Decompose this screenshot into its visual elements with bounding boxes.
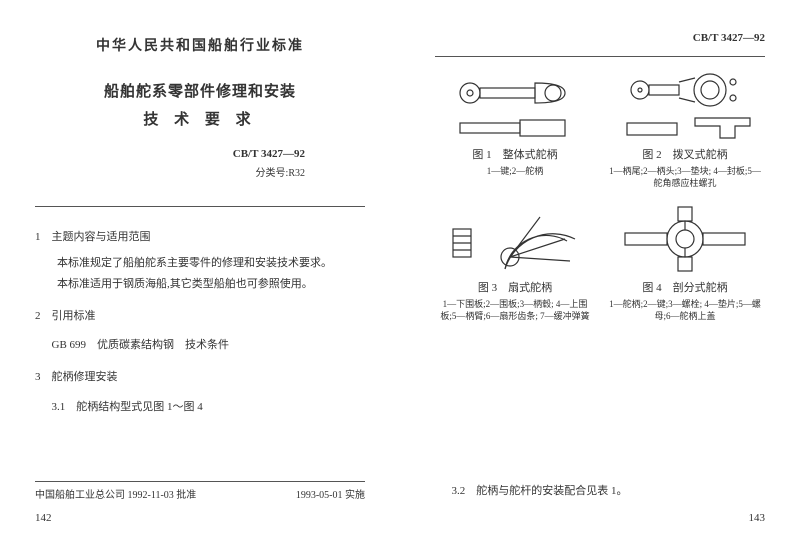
footer: 中国船舶工业总公司 1992-11-03 批准 1993-05-01 实施	[35, 481, 365, 504]
section-2-head: 2 引用标准	[35, 308, 365, 326]
figure-1-sub: 1—键;2—舵柄	[435, 166, 595, 178]
figure-4-sub: 1—舵柄;2—键;3—螺栓; 4—垫片;5—螺母;6—舵柄上盖	[605, 299, 765, 322]
figure-3: 图 3 扇式舵柄 1—下围板;2—围板;3—柄毂; 4—上围板;5—柄臂;6—扇…	[435, 200, 595, 329]
figure-1-caption: 图 1 整体式舵柄	[435, 147, 595, 165]
page-number-left: 142	[35, 510, 365, 528]
figure-1: 图 1 整体式舵柄 1—键;2—舵柄	[435, 67, 595, 196]
section-1-para-2: 本标准适用于钢质海船,其它类型船舶也可参照使用。	[35, 276, 365, 294]
figure-row-2: 图 3 扇式舵柄 1—下围板;2—围板;3—柄毂; 4—上围板;5—柄臂;6—扇…	[435, 200, 765, 329]
header-code: CB/T 3427—92	[435, 30, 765, 48]
section-1-head: 1 主题内容与适用范围	[35, 229, 365, 247]
doc-code: CB/T 3427—92	[35, 146, 365, 164]
figure-3-sub: 1—下围板;2—围板;3—柄毂; 4—上围板;5—柄臂;6—扇形齿条; 7—缓冲…	[435, 299, 595, 322]
figure-3-drawing	[435, 200, 595, 278]
figure-4-caption: 图 4 剖分式舵柄	[605, 280, 765, 298]
page-number-right: 143	[435, 510, 765, 528]
doc-title: 船舶舵系零部件修理和安装	[35, 80, 365, 104]
figure-2: 图 2 拨叉式舵柄 1—柄尾;2—柄头;3—垫块; 4—封板;5—舵角感应柱螺孔	[605, 67, 765, 196]
figure-4: 图 4 剖分式舵柄 1—舵柄;2—键;3—螺栓; 4—垫片;5—螺母;6—舵柄上…	[605, 200, 765, 329]
page-left: 中华人民共和国船舶行业标准 船舶舵系零部件修理和安装 技 术 要 求 CB/T …	[0, 0, 400, 548]
figure-4-drawing	[605, 200, 765, 278]
doc-subtitle: 技 术 要 求	[35, 108, 365, 132]
figure-2-caption: 图 2 拨叉式舵柄	[605, 147, 765, 165]
section-3-2: 3.2 舵柄与舵杆的安装配合见表 1。	[435, 483, 765, 501]
figure-2-sub: 1—柄尾;2—柄头;3—垫块; 4—封板;5—舵角感应柱螺孔	[605, 166, 765, 189]
figure-row-1: 图 1 整体式舵柄 1—键;2—舵柄	[435, 67, 765, 196]
divider	[435, 56, 765, 57]
figure-2-drawing	[605, 67, 765, 145]
footer-effective: 1993-05-01 实施	[296, 488, 365, 504]
page-right: CB/T 3427—92	[400, 0, 800, 548]
divider	[35, 206, 365, 207]
section-3-head: 3 舵柄修理安装	[35, 369, 365, 387]
figure-3-caption: 图 3 扇式舵柄	[435, 280, 595, 298]
figures-area: 图 1 整体式舵柄 1—键;2—舵柄	[435, 67, 765, 505]
section-3-para-1: 3.1 舵柄结构型式见图 1～图 4	[35, 399, 365, 417]
section-1-para-1: 本标准规定了船舶舵系主要零件的修理和安装技术要求。	[35, 255, 365, 273]
figure-1-drawing	[435, 67, 595, 145]
doc-class: 分类号:R32	[35, 166, 365, 182]
org-title: 中华人民共和国船舶行业标准	[35, 36, 365, 58]
section-2-para-1: GB 699 优质碳素结构钢 技术条件	[35, 337, 365, 355]
footer-approval: 中国船舶工业总公司 1992-11-03 批准	[35, 488, 196, 504]
